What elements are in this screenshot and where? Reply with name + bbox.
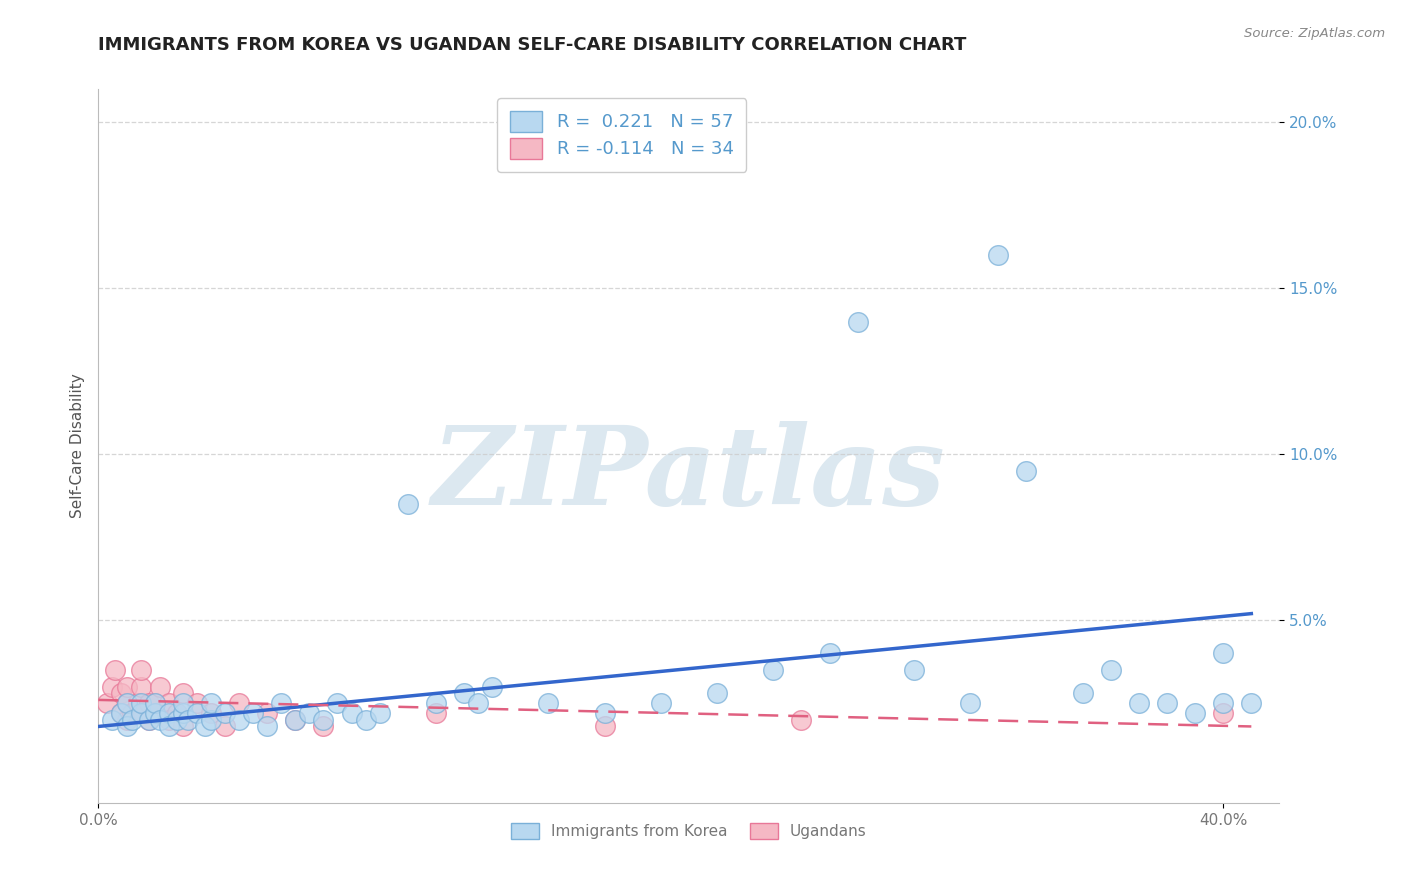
Point — [1099, 663, 1122, 677]
Point — [326, 696, 349, 710]
Point — [115, 719, 138, 733]
Point — [1071, 686, 1094, 700]
Point — [312, 713, 335, 727]
Point — [149, 713, 172, 727]
Point — [127, 696, 149, 710]
Point — [177, 713, 200, 727]
Point — [110, 706, 132, 721]
Point — [129, 696, 152, 710]
Point — [138, 713, 160, 727]
Point — [1212, 696, 1234, 710]
Text: Source: ZipAtlas.com: Source: ZipAtlas.com — [1244, 27, 1385, 40]
Point — [762, 663, 785, 677]
Point — [157, 696, 180, 710]
Point — [593, 706, 616, 721]
Point — [987, 248, 1010, 262]
Point — [242, 706, 264, 721]
Point — [425, 706, 447, 721]
Point — [903, 663, 925, 677]
Point — [101, 713, 124, 727]
Point — [143, 706, 166, 721]
Point — [110, 706, 132, 721]
Point — [593, 719, 616, 733]
Point — [157, 713, 180, 727]
Point — [650, 696, 672, 710]
Point — [129, 706, 152, 721]
Point — [298, 706, 321, 721]
Point — [959, 696, 981, 710]
Point — [96, 696, 118, 710]
Text: IMMIGRANTS FROM KOREA VS UGANDAN SELF-CARE DISABILITY CORRELATION CHART: IMMIGRANTS FROM KOREA VS UGANDAN SELF-CA… — [98, 36, 967, 54]
Point — [172, 696, 194, 710]
Point — [1240, 696, 1263, 710]
Point — [138, 713, 160, 727]
Point — [256, 719, 278, 733]
Point — [166, 706, 188, 721]
Point — [368, 706, 391, 721]
Point — [481, 680, 503, 694]
Point — [284, 713, 307, 727]
Point — [115, 696, 138, 710]
Point — [143, 696, 166, 710]
Point — [467, 696, 489, 710]
Point — [115, 713, 138, 727]
Point — [1156, 696, 1178, 710]
Point — [110, 686, 132, 700]
Point — [172, 719, 194, 733]
Point — [121, 713, 143, 727]
Point — [172, 706, 194, 721]
Point — [121, 706, 143, 721]
Point — [312, 719, 335, 733]
Point — [214, 706, 236, 721]
Point — [129, 680, 152, 694]
Point — [354, 713, 377, 727]
Y-axis label: Self-Care Disability: Self-Care Disability — [69, 374, 84, 518]
Point — [537, 696, 560, 710]
Point — [1184, 706, 1206, 721]
Point — [214, 719, 236, 733]
Point — [790, 713, 813, 727]
Point — [340, 706, 363, 721]
Point — [138, 696, 160, 710]
Point — [157, 719, 180, 733]
Point — [186, 696, 208, 710]
Point — [425, 696, 447, 710]
Point — [270, 696, 292, 710]
Point — [1212, 647, 1234, 661]
Point — [228, 696, 250, 710]
Point — [284, 713, 307, 727]
Point — [172, 686, 194, 700]
Point — [256, 706, 278, 721]
Point — [115, 696, 138, 710]
Point — [115, 680, 138, 694]
Point — [453, 686, 475, 700]
Point — [143, 696, 166, 710]
Point — [846, 314, 869, 328]
Point — [104, 663, 127, 677]
Point — [1128, 696, 1150, 710]
Point — [1015, 464, 1038, 478]
Point — [129, 663, 152, 677]
Point — [396, 497, 419, 511]
Legend: Immigrants from Korea, Ugandans: Immigrants from Korea, Ugandans — [505, 817, 873, 845]
Point — [132, 706, 155, 721]
Point — [200, 706, 222, 721]
Point — [101, 680, 124, 694]
Point — [200, 713, 222, 727]
Point — [200, 696, 222, 710]
Text: ZIPatlas: ZIPatlas — [432, 421, 946, 528]
Point — [818, 647, 841, 661]
Point — [166, 713, 188, 727]
Point — [149, 680, 172, 694]
Point — [143, 706, 166, 721]
Point — [228, 713, 250, 727]
Point — [194, 719, 217, 733]
Point — [186, 706, 208, 721]
Point — [1212, 706, 1234, 721]
Point — [706, 686, 728, 700]
Point — [157, 706, 180, 721]
